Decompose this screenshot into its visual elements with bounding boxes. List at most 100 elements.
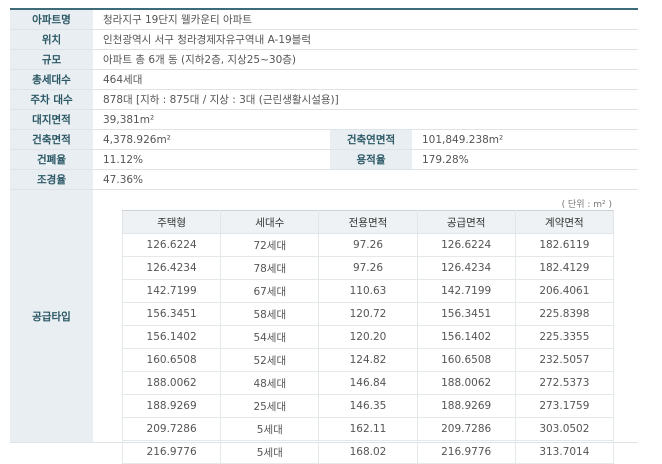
info-value: 39,381m² (93, 109, 638, 130)
header-row: 주택형 세대수 전용면적 공급면적 계약면적 (121, 210, 615, 234)
info-label: 조경율 (10, 169, 93, 190)
info-label: 아파트명 (10, 9, 93, 30)
info-label: 공급타입 (10, 189, 93, 443)
table-row: 142.7199 67세대 110.63 142.7199 206.4061 (121, 279, 615, 303)
cell: 156.3451 (416, 302, 516, 326)
info-label: 건축연면적 (330, 129, 412, 150)
info-row: 위치 인천광역시 서구 청라경제자유구역내 A-19블럭 (10, 29, 638, 50)
info-label: 주차 대수 (10, 89, 93, 110)
cell: 182.6119 (514, 233, 615, 257)
info-label: 위치 (10, 29, 93, 50)
cell: 124.82 (318, 348, 418, 372)
info-value: 179.28% (412, 149, 638, 170)
unit: ( 단위 : m² ) (561, 200, 612, 210)
cell: 225.8398 (514, 302, 615, 326)
info-row: 아파트명 청라지구 19단지 웰카운티 아파트 (10, 9, 638, 30)
cell: 126.4234 (416, 256, 516, 280)
cell: 67세대 (220, 279, 320, 303)
table-row: 156.1402 54세대 120.20 156.1402 225.3355 (121, 325, 615, 349)
cell: 168.02 (318, 440, 418, 464)
cell: 142.7199 (121, 279, 222, 303)
info-value: 101,849.238m² (412, 129, 638, 150)
cell: 142.7199 (416, 279, 516, 303)
cell: 182.4129 (514, 256, 615, 280)
table-row: 126.4234 78세대 97.26 126.4234 182.4129 (121, 256, 615, 280)
cell: 272.5373 (514, 371, 615, 395)
cell: 273.1759 (514, 394, 615, 418)
cell: 120.72 (318, 302, 418, 326)
column-header: 계약면적 (514, 210, 615, 234)
info-value: 아파트 총 6개 동 (지하2층, 지상25~30층) (93, 49, 638, 70)
info-row: 조경율 47.36% (10, 169, 638, 190)
cell: 54세대 (220, 325, 320, 349)
cell: 126.4234 (121, 256, 222, 280)
info-value: 47.36% (93, 169, 638, 190)
cell: 5세대 (220, 417, 320, 441)
info-row: 총세대수 464세대 (10, 69, 638, 90)
cell: 52세대 (220, 348, 320, 372)
cell: 156.1402 (416, 325, 516, 349)
cell: 225.3355 (514, 325, 615, 349)
column-header: 공급면적 (416, 210, 516, 234)
info-value: 11.12% (93, 149, 330, 170)
cell: 48세대 (220, 371, 320, 395)
cell: 162.11 (318, 417, 418, 441)
table-row: 209.7286 5세대 162.11 209.7286 303.0502 (121, 417, 615, 441)
cell: 5세대 (220, 440, 320, 464)
info-row: 주차 대수 878대 [지하 : 875대 / 지상 : 3대 (근린생활시설용)… (10, 89, 638, 110)
info-row: 대지면적 39,381m² (10, 109, 638, 130)
cell: 156.1402 (121, 325, 222, 349)
cell: 126.6224 (121, 233, 222, 257)
info-label: 용적율 (330, 149, 412, 170)
cell: 209.7286 (416, 417, 516, 441)
cell: 160.6508 (416, 348, 516, 372)
info-row: 건폐율 11.12% 용적율 179.28% (10, 149, 638, 170)
table-row: 188.9269 25세대 146.35 188.9269 273.1759 (121, 394, 615, 418)
info-label: 대지면적 (10, 109, 93, 130)
cell: 188.9269 (121, 394, 222, 418)
info-value: 청라지구 19단지 웰카운티 아파트 (93, 9, 638, 30)
info-value: 464세대 (93, 69, 638, 90)
cell: 156.3451 (121, 302, 222, 326)
info-value: 인천광역시 서구 청라경제자유구역내 A-19블럭 (93, 29, 638, 50)
cell: 126.6224 (416, 233, 516, 257)
cell: 160.6508 (121, 348, 222, 372)
cell: 72세대 (220, 233, 320, 257)
supply-table: 주택형 세대수 전용면적 공급면적 계약면적 126.6224 72세대 97.26 126.6… (121, 210, 615, 464)
info-label: 건폐율 (10, 149, 93, 170)
cell: 110.63 (318, 279, 418, 303)
cell: 206.4061 (514, 279, 615, 303)
cell: 216.9776 (121, 440, 222, 464)
cell: 188.9269 (416, 394, 516, 418)
cell: 188.0062 (121, 371, 222, 395)
cell: 188.0062 (416, 371, 516, 395)
column-header: 세대수 (220, 210, 320, 234)
info-label: 총세대수 (10, 69, 93, 90)
column-header: 전용면적 (318, 210, 418, 234)
cell: 97.26 (318, 256, 418, 280)
cell: 216.9776 (416, 440, 516, 464)
cell: 313.7014 (514, 440, 615, 464)
cell: 58세대 (220, 302, 320, 326)
cell: 232.5057 (514, 348, 615, 372)
cell: 120.20 (318, 325, 418, 349)
column-header: 주택형 (121, 210, 222, 234)
cell: 209.7286 (121, 417, 222, 441)
info-label: 규모 (10, 49, 93, 70)
cell: 303.0502 (514, 417, 615, 441)
table-row: 216.9776 5세대 168.02 216.9776 313.7014 (121, 440, 615, 464)
table-row: 156.3451 58세대 120.72 156.3451 225.8398 (121, 302, 615, 326)
table-row: 126.6224 72세대 97.26 126.6224 182.6119 (121, 233, 615, 257)
info-value: 4,378.926m² (93, 129, 330, 150)
cell: 146.35 (318, 394, 418, 418)
info-value: 878대 [지하 : 875대 / 지상 : 3대 (근린생활시설용)] (93, 89, 638, 110)
table-row: 188.0062 48세대 146.84 188.0062 272.5373 (121, 371, 615, 395)
cell: 146.84 (318, 371, 418, 395)
info-row: 건축면적 4,378.926m² 건축연면적 101,849.238m² (10, 129, 638, 150)
info-label: 건축면적 (10, 129, 93, 150)
cell: 97.26 (318, 233, 418, 257)
cell: 78세대 (220, 256, 320, 280)
info-row: 규모 아파트 총 6개 동 (지하2층, 지상25~30층) (10, 49, 638, 70)
cell: 25세대 (220, 394, 320, 418)
